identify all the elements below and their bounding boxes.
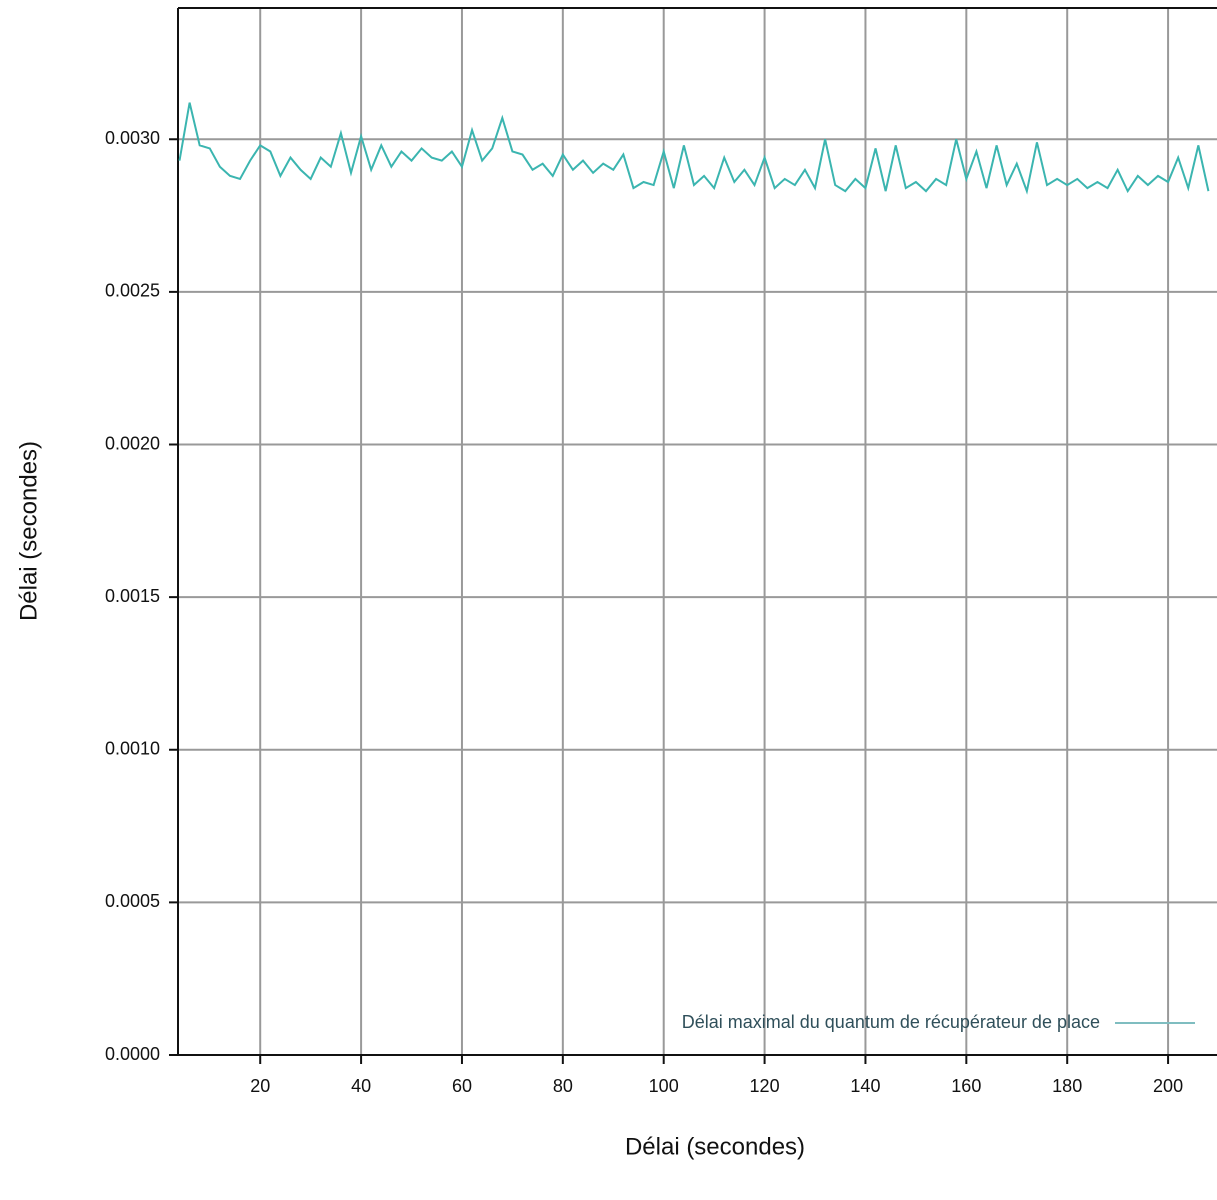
y-tick-label: 0.0030 [105,128,160,148]
y-tick-label: 0.0005 [105,891,160,911]
x-tick-label: 20 [250,1076,270,1096]
legend-label: Délai maximal du quantum de récupérateur… [682,1012,1100,1032]
y-tick-label: 0.0025 [105,281,160,301]
y-tick-label: 0.0020 [105,433,160,453]
x-tick-label: 80 [553,1076,573,1096]
y-tick-label: 0.0010 [105,739,160,759]
x-tick-label: 160 [951,1076,981,1096]
y-tick-label: 0.0015 [105,586,160,606]
y-axis-label: Délai (secondes) [15,441,42,621]
x-tick-label: 40 [351,1076,371,1096]
data-line [178,102,1210,195]
x-tick-label: 60 [452,1076,472,1096]
x-tick-label: 120 [750,1076,780,1096]
x-tick-label: 200 [1153,1076,1183,1096]
x-tick-label: 180 [1052,1076,1082,1096]
y-tick-label: 0.0000 [105,1044,160,1064]
x-tick-label: 140 [850,1076,880,1096]
x-axis-label: Délai (secondes) [625,1133,805,1160]
x-tick-label: 100 [649,1076,679,1096]
